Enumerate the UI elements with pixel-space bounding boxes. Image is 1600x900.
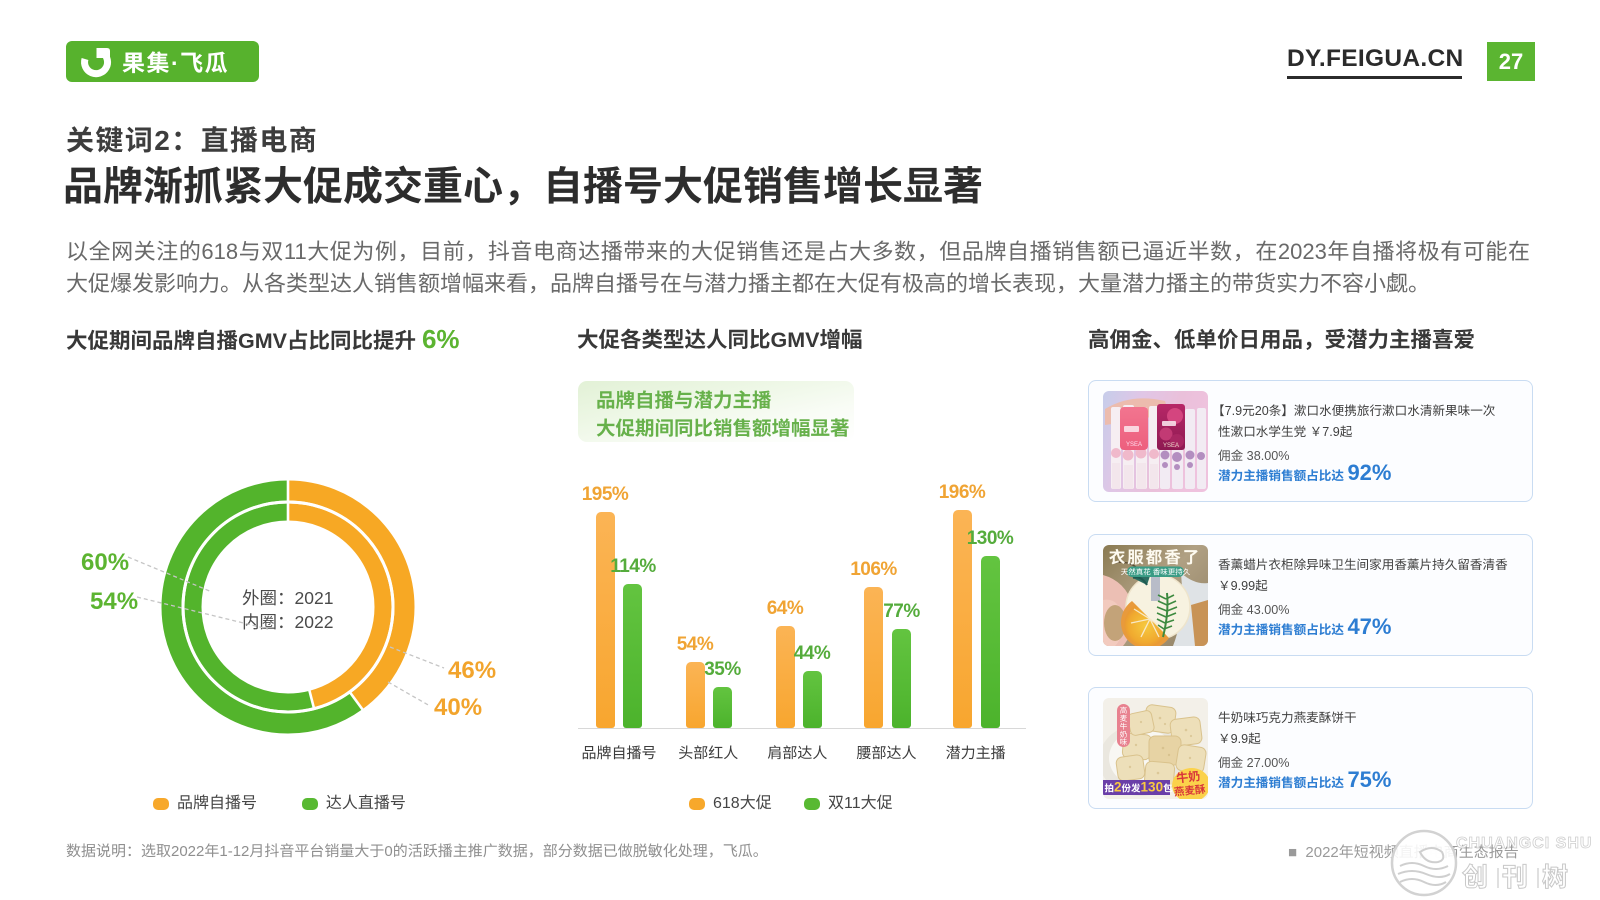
svg-text:牛: 牛 bbox=[1120, 722, 1128, 731]
svg-text:创刊树: 创刊树 bbox=[1462, 862, 1582, 892]
svg-text:牛奶: 牛奶 bbox=[1176, 769, 1201, 785]
svg-text:衣服都香了: 衣服都香了 bbox=[1109, 548, 1202, 567]
svg-text:拍2份发130包: 拍2份发130包 bbox=[1105, 780, 1174, 795]
svg-text:YSEA: YSEA bbox=[1126, 442, 1142, 448]
svg-text:味: 味 bbox=[1120, 738, 1128, 747]
svg-text:燕麦酥: 燕麦酥 bbox=[1173, 784, 1206, 799]
svg-text:YSEA: YSEA bbox=[1163, 443, 1179, 449]
svg-text:天然真花 香味更持久: 天然真花 香味更持久 bbox=[1121, 568, 1191, 577]
svg-text:麦: 麦 bbox=[1120, 714, 1128, 723]
svg-text:CHUANGCI SHU: CHUANGCI SHU bbox=[1456, 835, 1592, 852]
svg-text:奶: 奶 bbox=[1120, 730, 1128, 739]
svg-text:高: 高 bbox=[1120, 706, 1128, 715]
